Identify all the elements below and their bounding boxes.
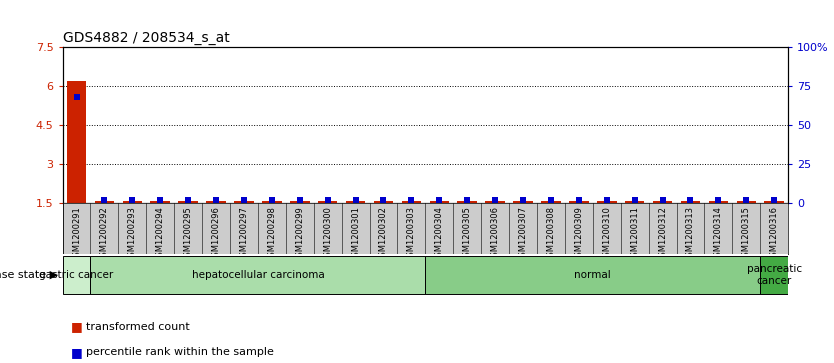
Bar: [541, 201, 560, 203]
Bar: [90, 256, 425, 294]
Bar: [63, 256, 90, 294]
Text: GSM1200300: GSM1200300: [323, 206, 332, 262]
Text: GSM1200294: GSM1200294: [156, 206, 165, 262]
Bar: [625, 201, 645, 203]
Text: hepatocellular carcinoma: hepatocellular carcinoma: [192, 270, 324, 280]
Text: GSM1200297: GSM1200297: [239, 206, 249, 262]
Text: GSM1200298: GSM1200298: [268, 206, 276, 262]
Bar: [262, 201, 282, 203]
Bar: [402, 201, 421, 203]
Text: pancreatic
cancer: pancreatic cancer: [746, 264, 801, 286]
Bar: [290, 201, 309, 203]
Text: disease state ▶: disease state ▶: [0, 270, 58, 280]
Text: GSM1200313: GSM1200313: [686, 206, 695, 262]
Text: GSM1200312: GSM1200312: [658, 206, 667, 262]
Text: ■: ■: [71, 346, 83, 359]
Bar: [346, 201, 365, 203]
Text: transformed count: transformed count: [86, 322, 189, 332]
Bar: [761, 256, 788, 294]
Bar: [234, 201, 254, 203]
Text: GSM1200304: GSM1200304: [435, 206, 444, 262]
Text: GSM1200303: GSM1200303: [407, 206, 416, 262]
Text: GSM1200296: GSM1200296: [212, 206, 220, 262]
Bar: [736, 201, 756, 203]
Text: GSM1200302: GSM1200302: [379, 206, 388, 262]
Text: GSM1200295: GSM1200295: [183, 206, 193, 262]
Text: gastric cancer: gastric cancer: [39, 270, 113, 280]
Bar: [374, 201, 394, 203]
Text: GSM1200293: GSM1200293: [128, 206, 137, 262]
Text: GSM1200309: GSM1200309: [575, 206, 583, 262]
Text: GSM1200311: GSM1200311: [631, 206, 639, 262]
Text: GSM1200314: GSM1200314: [714, 206, 723, 262]
Text: GDS4882 / 208534_s_at: GDS4882 / 208534_s_at: [63, 31, 229, 45]
Bar: [653, 201, 672, 203]
Text: GSM1200292: GSM1200292: [100, 206, 109, 262]
Text: percentile rank within the sample: percentile rank within the sample: [86, 347, 274, 357]
Bar: [425, 256, 761, 294]
Text: GSM1200299: GSM1200299: [295, 206, 304, 262]
Bar: [681, 201, 701, 203]
Bar: [430, 201, 449, 203]
Bar: [569, 201, 589, 203]
Bar: [709, 201, 728, 203]
Text: GSM1200301: GSM1200301: [351, 206, 360, 262]
Bar: [765, 201, 784, 203]
Text: GSM1200305: GSM1200305: [463, 206, 472, 262]
Text: GSM1200308: GSM1200308: [546, 206, 555, 262]
Bar: [67, 81, 86, 203]
Bar: [206, 201, 226, 203]
Bar: [178, 201, 198, 203]
Bar: [318, 201, 338, 203]
Text: GSM1200310: GSM1200310: [602, 206, 611, 262]
Text: normal: normal: [575, 270, 611, 280]
Bar: [123, 201, 142, 203]
Text: GSM1200291: GSM1200291: [72, 206, 81, 262]
Bar: [94, 201, 114, 203]
Text: GSM1200306: GSM1200306: [490, 206, 500, 262]
Bar: [513, 201, 533, 203]
Bar: [597, 201, 616, 203]
Bar: [457, 201, 477, 203]
Text: GSM1200316: GSM1200316: [770, 206, 779, 262]
Bar: [150, 201, 170, 203]
Bar: [485, 201, 505, 203]
Text: GSM1200315: GSM1200315: [741, 206, 751, 262]
Text: ■: ■: [71, 320, 83, 333]
Text: GSM1200307: GSM1200307: [519, 206, 528, 262]
